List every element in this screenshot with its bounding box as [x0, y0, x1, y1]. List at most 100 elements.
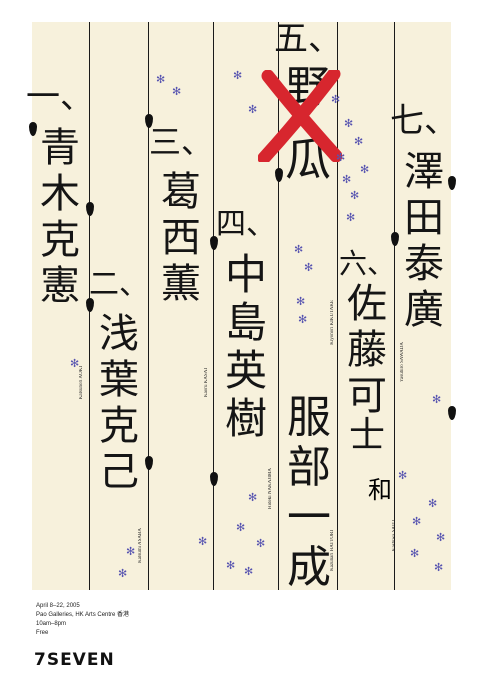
flower-icon: ✻ — [236, 521, 246, 534]
flower-icon: ✻ — [410, 547, 420, 560]
ink-drip — [448, 406, 456, 420]
flower-icon: ✻ — [226, 559, 236, 572]
flower-icon: ✻ — [244, 565, 254, 578]
column-numeral: 四、 — [216, 207, 276, 242]
romanized-name: Kiyonori KIKUTAKE — [330, 300, 335, 345]
divider-line — [278, 22, 279, 590]
name-character: 浅 — [99, 311, 139, 357]
flower-icon: ✻ — [126, 545, 136, 558]
name-character: 英 — [224, 346, 267, 395]
flower-icon: ✻ — [428, 497, 438, 510]
paper-strip — [149, 22, 213, 590]
name-character: 島 — [224, 298, 267, 347]
designer-name-hattori: 服 部 一 成 — [283, 396, 335, 596]
name-character: 田 — [404, 195, 444, 241]
column-numeral: 三、 — [149, 123, 214, 161]
name-character: 中 — [224, 250, 267, 299]
ink-drip — [210, 472, 218, 486]
flower-icon: ✻ — [296, 295, 306, 308]
flower-icon: ✻ — [172, 85, 182, 98]
ink-drip — [86, 298, 94, 312]
paper-strip — [395, 22, 451, 590]
name-character: 一 — [287, 492, 331, 543]
ink-drip — [210, 236, 218, 250]
romanized-name: Katsumi ASABA — [138, 528, 143, 563]
flower-icon: ✻ — [350, 189, 360, 202]
name-character: 士 — [348, 415, 385, 456]
romanized-name: Kazunari HATTORI — [330, 530, 335, 571]
event-dates: April 8–22, 2005 — [36, 603, 80, 609]
flower-icon: ✻ — [344, 117, 354, 130]
flower-icon: ✻ — [156, 73, 166, 86]
flower-icon: ✻ — [298, 313, 308, 326]
designer-name-aoki: 一、 青 木 克 憲 — [26, 80, 94, 312]
ink-drip — [145, 114, 153, 128]
name-character: 成 — [287, 542, 331, 593]
seven-logo: 7SEVEN — [34, 650, 115, 670]
ink-drip — [145, 456, 153, 470]
name-character: 憲 — [40, 263, 80, 309]
flower-icon: ✻ — [434, 561, 444, 574]
name-character: 青 — [40, 125, 80, 171]
romanized-name: Yasuhiro SAWADA — [400, 342, 405, 383]
column-numeral: 二、 — [89, 267, 149, 302]
flower-icon: ✻ — [436, 531, 446, 544]
flower-icon: ✻ — [432, 393, 442, 406]
designer-name-kasai: 三、 葛 西 薫 — [149, 126, 213, 310]
divider-line — [337, 22, 338, 590]
divider-line — [213, 22, 214, 590]
name-character: 佐 — [347, 281, 387, 327]
designer-name-sawada: 七、 澤 田 泰 廣 — [390, 104, 458, 336]
flower-icon: ✻ — [331, 93, 341, 106]
designer-name-asaba: 二、 浅 葉 克 己 — [89, 270, 149, 498]
divider-line — [394, 22, 395, 590]
name-character: 樹 — [224, 394, 267, 443]
name-character: 薫 — [161, 261, 201, 307]
flower-icon: ✻ — [342, 173, 352, 186]
flower-icon: ✻ — [398, 469, 408, 482]
name-character: 葉 — [99, 357, 139, 403]
name-character: 藤 — [347, 327, 387, 373]
name-character: 廣 — [404, 287, 444, 333]
ink-drip — [391, 232, 399, 246]
paper-strip — [338, 22, 394, 590]
flower-icon: ✻ — [304, 261, 314, 274]
flower-icon: ✻ — [256, 537, 266, 550]
column-numeral: 七、 — [390, 101, 458, 141]
paper-strip — [90, 22, 148, 590]
flower-icon: ✻ — [70, 357, 80, 370]
name-character: 西 — [161, 215, 201, 261]
flower-icon: ✻ — [336, 151, 346, 164]
romanized-name: Hideki NAKAJIMA — [268, 468, 273, 509]
romanized-name: Katsunori AOKI — [79, 366, 84, 400]
name-character: 可 — [347, 373, 387, 419]
event-hours: 10am–8pm — [36, 621, 67, 627]
red-x-mark — [258, 70, 342, 162]
flower-icon: ✻ — [354, 135, 364, 148]
name-character: 己 — [99, 449, 139, 495]
name-character: 克 — [99, 403, 139, 449]
flower-icon: ✻ — [346, 211, 356, 224]
flower-icon: ✻ — [198, 535, 208, 548]
name-character: 克 — [40, 217, 80, 263]
romanized-name: Kashiwa SATO — [392, 520, 397, 552]
name-character: 服 — [287, 392, 331, 443]
name-character: 葛 — [161, 169, 201, 215]
flower-icon: ✻ — [248, 103, 258, 116]
ink-drip — [448, 176, 456, 190]
designer-name-sato: 六、 佐 藤 可 士 — [339, 247, 396, 460]
flower-icon: ✻ — [248, 491, 258, 504]
divider-line — [148, 22, 149, 590]
paper-strip — [32, 22, 89, 590]
designer-name-nakajima: 四、 中 島 英 樹 — [216, 207, 276, 446]
romanized-name: Kaoru KASAI — [204, 368, 209, 398]
flower-icon: ✻ — [118, 567, 128, 580]
column-numeral: 一、 — [26, 77, 94, 117]
name-character: 泰 — [404, 241, 444, 287]
ink-drip — [86, 202, 94, 216]
event-admission: Free — [36, 630, 49, 636]
flower-icon: ✻ — [412, 515, 422, 528]
paper-strip — [214, 22, 278, 590]
column-numeral: 六、 — [339, 247, 396, 280]
event-venue: Pao Galleries, HK Arts Centre 香港 — [36, 612, 130, 618]
